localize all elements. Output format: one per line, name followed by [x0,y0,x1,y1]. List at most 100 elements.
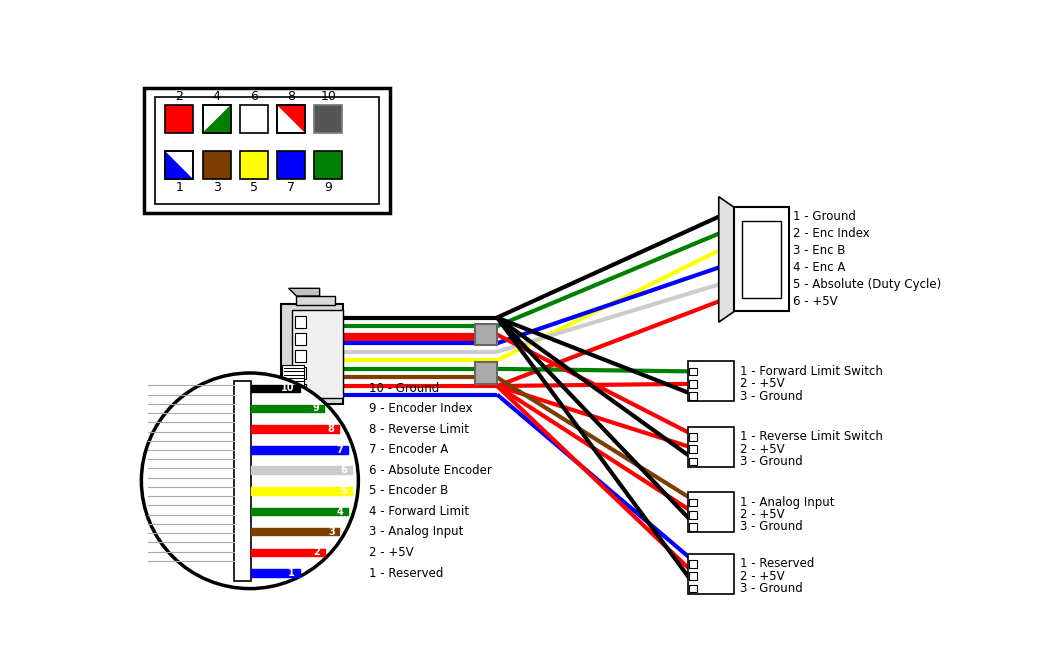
Text: 7 - Encoder A: 7 - Encoder A [370,444,448,456]
Bar [688,361,734,401]
Bar [734,208,789,312]
Bar [295,316,305,328]
Text: 1 - Reverse Limit Switch: 1 - Reverse Limit Switch [740,430,883,444]
Bar [295,333,305,345]
Text: 3 - Ground: 3 - Ground [740,521,803,533]
Text: 7: 7 [336,445,343,455]
Bar [689,572,698,580]
Text: 9 - Encoder Index: 9 - Encoder Index [370,402,473,415]
Polygon shape [289,288,320,296]
Bar [689,392,698,400]
Text: 3 - Ground: 3 - Ground [740,582,803,595]
Bar [202,151,230,179]
Text: 2: 2 [175,90,184,103]
Text: 5 - Absolute (Duty Cycle): 5 - Absolute (Duty Cycle) [793,278,941,291]
Bar [295,350,305,362]
Text: 8 - Reverse Limit: 8 - Reverse Limit [370,423,469,436]
Bar [689,523,698,531]
Text: 6: 6 [250,90,257,103]
Text: 1 - Reserved: 1 - Reserved [370,567,443,580]
Bar [143,88,390,213]
Bar [281,304,343,404]
Bar [277,151,305,179]
Text: 1: 1 [175,182,184,194]
Bar [277,105,305,133]
Bar [155,97,379,204]
Bar [240,105,268,133]
Bar [165,105,193,133]
Bar [240,151,268,179]
Text: 2: 2 [313,547,320,557]
Bar [315,151,343,179]
Text: 3 - Ground: 3 - Ground [740,389,803,403]
Polygon shape [284,404,304,415]
Text: 3: 3 [328,527,334,537]
Polygon shape [718,197,734,322]
Text: 3 - Ground: 3 - Ground [740,455,803,468]
Bar [689,458,698,466]
Text: 3: 3 [213,182,220,194]
Text: 4: 4 [336,507,343,517]
Text: 1 - Analog Input: 1 - Analog Input [740,496,835,509]
Bar [475,324,497,345]
Bar [689,433,698,441]
Text: 9: 9 [324,182,332,194]
Text: 3 - Enc B: 3 - Enc B [793,244,846,257]
Bar [202,105,230,133]
Bar [689,498,698,507]
Bar [282,365,304,387]
Text: 10 - Ground: 10 - Ground [370,382,439,395]
Text: 6 - +5V: 6 - +5V [793,295,838,308]
Polygon shape [202,105,230,133]
Bar [277,105,305,133]
Polygon shape [165,151,193,179]
Bar [689,511,698,519]
Bar [688,554,734,594]
Bar [165,151,193,179]
Polygon shape [277,105,305,133]
Bar [742,221,781,297]
Text: 1: 1 [289,568,295,578]
Bar [688,427,734,467]
Bar [235,381,251,581]
Bar [202,105,230,133]
Bar [688,492,734,533]
Text: 2 - +5V: 2 - +5V [740,443,785,456]
Bar [689,380,698,388]
Text: 2 - +5V: 2 - +5V [740,508,785,521]
Text: 6: 6 [340,465,347,475]
Text: 4 - Forward Limit: 4 - Forward Limit [370,505,469,518]
Bar [295,384,305,396]
Text: 8: 8 [327,424,334,434]
Bar [292,310,343,397]
Bar [689,560,698,567]
Text: 4: 4 [213,90,220,103]
Bar [689,585,698,592]
Text: 2 - +5V: 2 - +5V [370,546,414,559]
Text: 8: 8 [286,90,295,103]
Bar [689,446,698,453]
Bar [297,296,335,306]
Text: 1 - Reserved: 1 - Reserved [740,557,815,570]
Text: 6 - Absolute Encoder: 6 - Absolute Encoder [370,464,492,476]
Bar [315,105,343,133]
Text: 1 - Forward Limit Switch: 1 - Forward Limit Switch [740,365,883,378]
Text: 2 - +5V: 2 - +5V [740,570,785,583]
Text: 3 - Analog Input: 3 - Analog Input [370,525,464,538]
Text: 4 - Enc A: 4 - Enc A [793,261,846,274]
Text: 1 - Ground: 1 - Ground [793,210,856,223]
Text: 2 - Enc Index: 2 - Enc Index [793,227,870,240]
Bar [295,367,305,379]
Text: 9: 9 [312,403,320,413]
Text: 5 - Encoder B: 5 - Encoder B [370,484,448,497]
Text: 7: 7 [286,182,295,194]
Bar [475,362,497,384]
Bar [165,151,193,179]
Circle shape [141,373,358,589]
Text: 2 - +5V: 2 - +5V [740,377,785,391]
Text: 10: 10 [281,383,295,393]
Bar [689,368,698,375]
Text: 10: 10 [320,90,336,103]
Text: 5: 5 [340,486,347,496]
Text: 5: 5 [250,182,257,194]
